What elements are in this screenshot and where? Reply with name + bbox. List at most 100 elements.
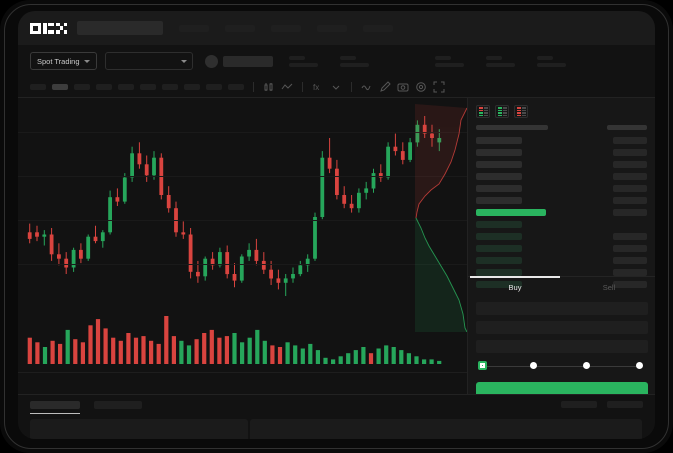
nav-item-5[interactable]: [363, 24, 393, 32]
timeframe-button-2[interactable]: [52, 84, 68, 90]
orderbook-row[interactable]: [476, 170, 647, 182]
orderbook-amount: [476, 256, 522, 264]
book-mode-both-icon[interactable]: [476, 105, 490, 118]
stepper-node-2[interactable]: [583, 362, 590, 369]
orderbook-amount: [476, 136, 522, 144]
tab-open-orders[interactable]: [30, 401, 80, 414]
toolbar-divider: [351, 82, 352, 92]
trading-pair-selector[interactable]: [104, 52, 193, 70]
pencil-icon[interactable]: [379, 81, 391, 93]
market-stat: [434, 55, 464, 67]
wave-icon[interactable]: [361, 81, 373, 93]
market-type-selector[interactable]: Spot Trading: [30, 52, 97, 70]
trade-form: Buy Sell: [468, 276, 655, 398]
orderbook-total: [613, 172, 647, 180]
orderbook-amount: [476, 280, 522, 288]
timeframe-button-5[interactable]: [118, 84, 134, 90]
nav-item-3[interactable]: [271, 24, 301, 32]
orderbook-total: [613, 196, 647, 204]
market-stat: [536, 55, 566, 67]
buy-sell-tabs: Buy Sell: [468, 276, 655, 298]
app-screen: Spot Trading: [18, 11, 655, 439]
orderbook-row[interactable]: [476, 254, 647, 266]
chevron-down-icon: [83, 59, 90, 63]
market-stats: [288, 55, 566, 67]
orderbook-row[interactable]: [476, 266, 647, 278]
timeframe-button-3[interactable]: [74, 84, 90, 90]
bottom-tabs: [18, 395, 655, 414]
market-stat: [288, 55, 318, 67]
stepper-node-1[interactable]: [530, 362, 537, 369]
amount-percent-stepper[interactable]: [478, 359, 646, 375]
bottom-action-1[interactable]: [561, 401, 597, 408]
price-field[interactable]: [476, 321, 648, 334]
nav-item-4[interactable]: [317, 24, 347, 32]
okx-logo[interactable]: [30, 22, 67, 34]
orderbook-total-column-header: [607, 125, 647, 130]
orderbook-row[interactable]: [476, 146, 647, 158]
market-depth-overlay: [415, 104, 467, 332]
orderbook-row[interactable]: [476, 218, 647, 230]
orderbook-row[interactable]: [476, 230, 647, 242]
bottom-action-2[interactable]: [607, 401, 643, 408]
timeframe-button-8[interactable]: [184, 84, 200, 90]
market-type-label: Spot Trading: [37, 56, 80, 66]
fullscreen-icon[interactable]: [433, 81, 445, 93]
orderbook-row[interactable]: [476, 206, 647, 218]
tab-buy-label: Buy: [508, 283, 522, 292]
amount-field[interactable]: [476, 340, 648, 353]
chevron-down-icon[interactable]: [330, 81, 342, 93]
line-chart-icon[interactable]: [281, 81, 293, 93]
nav-item-2[interactable]: [225, 24, 255, 32]
tab-sell-label: Sell: [602, 283, 616, 292]
nav-item-1[interactable]: [179, 24, 209, 32]
svg-text:fx: fx: [313, 83, 319, 92]
orderbook-amount: [476, 268, 522, 276]
timeframe-button-9[interactable]: [206, 84, 222, 90]
tab-order-history[interactable]: [94, 401, 142, 409]
orderbook-price-column-header: [476, 125, 548, 130]
orderbook-total: [613, 160, 647, 168]
orderbook-amount: [476, 232, 522, 240]
settings-icon[interactable]: [415, 81, 427, 93]
orderbook-total: [613, 232, 647, 240]
book-mode-bids-icon[interactable]: [495, 105, 509, 118]
timeframe-button-7[interactable]: [162, 84, 178, 90]
orderbook-row[interactable]: [476, 158, 647, 170]
open-orders-panel[interactable]: [30, 419, 248, 439]
orderbook-row[interactable]: [476, 242, 647, 254]
orderbook-amount: [476, 220, 522, 228]
camera-icon[interactable]: [397, 81, 409, 93]
global-search-input[interactable]: [77, 21, 163, 35]
orderbook-row[interactable]: [476, 194, 647, 206]
orderbook-amount: [476, 172, 522, 180]
last-price-value: [222, 55, 273, 67]
timeframe-button-10[interactable]: [228, 84, 244, 90]
indicator-icon[interactable]: fx: [312, 81, 324, 93]
stepper-node-0[interactable]: [478, 361, 487, 370]
last-price-block: [204, 54, 273, 68]
orderbook-row[interactable]: [476, 278, 647, 290]
tab-buy[interactable]: Buy: [468, 276, 562, 298]
orderbook-row[interactable]: [476, 182, 647, 194]
timeframe-button-6[interactable]: [140, 84, 156, 90]
instrument-bar: Spot Trading: [18, 45, 655, 77]
order-history-panel[interactable]: [250, 419, 642, 439]
candlestick-chart-icon[interactable]: [263, 81, 275, 93]
stepper-node-3[interactable]: [636, 362, 643, 369]
book-mode-asks-icon[interactable]: [514, 105, 528, 118]
timeframe-button-4[interactable]: [96, 84, 112, 90]
timeframe-button-1[interactable]: [30, 84, 46, 90]
orderbook-row[interactable]: [476, 134, 647, 146]
orderbook-total: [613, 184, 647, 192]
order-type-field[interactable]: [476, 302, 648, 315]
orderbook-total: [613, 136, 647, 144]
tab-sell[interactable]: Sell: [562, 277, 655, 298]
price-candlestick-chart[interactable]: [18, 98, 467, 310]
logo-k-glyph: [43, 22, 54, 34]
orderbook-total: [613, 256, 647, 264]
trading-workspace: Buy Sell: [18, 98, 655, 398]
toolbar-divider: [302, 82, 303, 92]
orderbook-total: [613, 148, 647, 156]
